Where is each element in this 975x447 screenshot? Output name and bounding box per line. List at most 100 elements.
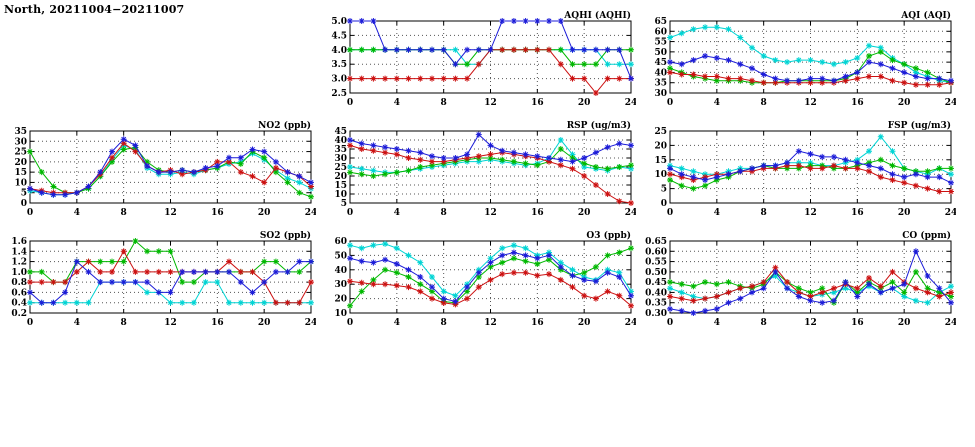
svg-text:RSP (ug/m3): RSP (ug/m3) xyxy=(567,120,631,131)
svg-text:16: 16 xyxy=(211,318,224,328)
svg-text:0.2: 0.2 xyxy=(11,309,27,319)
chart-aqi: 30 35 40 45 50 55 60 65 0 4 8 12 16 20 24 AQI (AQI) xyxy=(640,8,957,116)
svg-text:AQHI (AQHI): AQHI (AQHI) xyxy=(563,10,631,21)
chart-so2: 0.2 0.4 0.6 0.8 1.0 1.2 1.4 1.6 0 4 8 12 16 20 24 SO2 (… xyxy=(0,228,317,336)
svg-text:20: 20 xyxy=(258,318,271,328)
svg-text:0: 0 xyxy=(667,318,673,328)
svg-text:0: 0 xyxy=(27,318,33,328)
svg-text:40: 40 xyxy=(334,266,347,276)
svg-text:30: 30 xyxy=(654,89,667,99)
svg-text:20: 20 xyxy=(898,98,911,108)
svg-text:24: 24 xyxy=(945,318,956,328)
svg-text:1.6: 1.6 xyxy=(11,237,27,247)
svg-text:24: 24 xyxy=(625,318,636,328)
svg-text:0.30: 0.30 xyxy=(645,309,667,319)
svg-text:20: 20 xyxy=(578,318,591,328)
svg-text:30: 30 xyxy=(334,280,347,290)
svg-text:0: 0 xyxy=(21,199,27,209)
chart-rsp: 5 10 15 20 25 30 35 40 45 0 4 8 12 16 20 24 RSP (ug/m3) xyxy=(320,118,637,226)
svg-text:20: 20 xyxy=(898,208,911,218)
svg-text:12: 12 xyxy=(804,98,817,108)
svg-text:5: 5 xyxy=(21,189,27,199)
svg-text:35: 35 xyxy=(14,127,27,137)
svg-text:NO2 (ppb): NO2 (ppb) xyxy=(258,120,311,131)
svg-text:0: 0 xyxy=(347,208,353,218)
svg-text:12: 12 xyxy=(804,318,817,328)
svg-text:45: 45 xyxy=(334,127,347,137)
svg-text:8: 8 xyxy=(121,208,127,218)
svg-text:3.5: 3.5 xyxy=(331,60,347,70)
svg-text:16: 16 xyxy=(851,208,864,218)
svg-text:8: 8 xyxy=(761,318,767,328)
svg-text:30: 30 xyxy=(334,154,347,164)
svg-text:20: 20 xyxy=(334,172,347,182)
svg-text:4: 4 xyxy=(74,208,80,218)
svg-text:0: 0 xyxy=(347,318,353,328)
svg-text:45: 45 xyxy=(654,58,667,68)
svg-text:O3 (ppb): O3 (ppb) xyxy=(586,230,631,241)
svg-text:4: 4 xyxy=(714,208,720,218)
svg-text:60: 60 xyxy=(334,237,347,247)
svg-text:AQI (AQI): AQI (AQI) xyxy=(900,10,951,21)
chart-aqhi: 2.5 3.0 3.5 4.0 4.5 5.0 0 4 8 12 16 20 24 AQHI (AQHI) xyxy=(320,8,637,116)
svg-text:25: 25 xyxy=(654,127,667,137)
svg-text:0: 0 xyxy=(667,208,673,218)
svg-text:FSP (ug/m3): FSP (ug/m3) xyxy=(888,120,951,131)
svg-text:16: 16 xyxy=(851,98,864,108)
svg-text:0.50: 0.50 xyxy=(645,268,667,278)
svg-text:12: 12 xyxy=(484,98,497,108)
svg-text:8: 8 xyxy=(761,98,767,108)
svg-text:12: 12 xyxy=(164,208,177,218)
svg-text:8: 8 xyxy=(761,208,767,218)
svg-text:8: 8 xyxy=(441,98,447,108)
svg-text:0.35: 0.35 xyxy=(645,299,667,309)
svg-text:16: 16 xyxy=(851,318,864,328)
svg-text:24: 24 xyxy=(945,98,956,108)
svg-text:0: 0 xyxy=(347,98,353,108)
svg-text:24: 24 xyxy=(945,208,956,218)
svg-text:0.60: 0.60 xyxy=(645,247,667,257)
chart-no2: 0 5 10 15 20 25 30 35 0 4 8 12 16 20 24 NO2 (ppb) xyxy=(0,118,317,226)
svg-text:60: 60 xyxy=(654,27,667,37)
chart-fsp: 0 5 10 15 20 25 0 4 8 12 16 20 24 FSP (ug/m3) xyxy=(640,118,957,226)
svg-text:8: 8 xyxy=(441,208,447,218)
svg-text:24: 24 xyxy=(625,208,636,218)
svg-text:0.8: 0.8 xyxy=(11,278,27,288)
svg-text:10: 10 xyxy=(14,178,27,188)
svg-text:16: 16 xyxy=(211,208,224,218)
chart-o3: 10 20 30 40 50 60 0 4 8 12 16 20 24 O3 (ppb) xyxy=(320,228,637,336)
svg-text:5: 5 xyxy=(341,199,347,209)
svg-text:20: 20 xyxy=(578,208,591,218)
svg-text:4: 4 xyxy=(74,318,80,328)
svg-text:4: 4 xyxy=(394,208,400,218)
svg-text:25: 25 xyxy=(14,148,27,158)
svg-text:10: 10 xyxy=(334,190,347,200)
svg-text:4: 4 xyxy=(714,318,720,328)
page-title: North, 20211004−20211007 xyxy=(4,3,185,16)
svg-text:50: 50 xyxy=(334,251,347,261)
svg-text:12: 12 xyxy=(164,318,177,328)
svg-text:4: 4 xyxy=(394,318,400,328)
svg-text:50: 50 xyxy=(654,48,667,58)
svg-text:12: 12 xyxy=(804,208,817,218)
svg-text:0.55: 0.55 xyxy=(645,258,667,268)
svg-text:1.2: 1.2 xyxy=(11,258,27,268)
svg-text:20: 20 xyxy=(898,318,911,328)
svg-text:CO (ppm): CO (ppm) xyxy=(902,230,951,241)
svg-text:16: 16 xyxy=(531,98,544,108)
svg-text:SO2 (ppb): SO2 (ppb) xyxy=(260,230,311,241)
svg-text:0: 0 xyxy=(667,98,673,108)
svg-text:24: 24 xyxy=(305,208,316,218)
svg-text:35: 35 xyxy=(654,79,667,89)
svg-text:1.0: 1.0 xyxy=(11,268,27,278)
svg-text:20: 20 xyxy=(334,295,347,305)
svg-text:40: 40 xyxy=(334,136,347,146)
svg-text:10: 10 xyxy=(654,170,667,180)
svg-text:20: 20 xyxy=(14,158,27,168)
svg-text:0: 0 xyxy=(27,208,33,218)
svg-text:4: 4 xyxy=(394,98,400,108)
svg-text:55: 55 xyxy=(654,38,667,48)
svg-text:0.4: 0.4 xyxy=(11,299,27,309)
svg-text:8: 8 xyxy=(441,318,447,328)
